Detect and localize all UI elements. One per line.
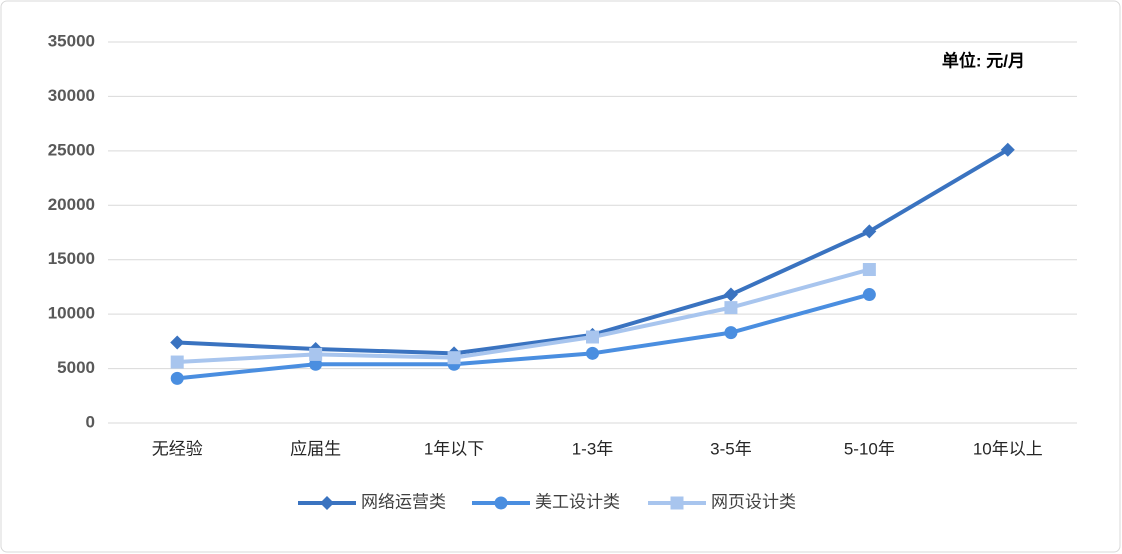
x-tick-label: 3-5年	[710, 439, 752, 458]
data-point	[586, 346, 599, 360]
data-point	[170, 371, 184, 385]
data-point	[170, 335, 185, 350]
data-point	[447, 351, 461, 365]
series-line	[177, 292, 870, 381]
data-point	[724, 326, 738, 340]
x-tick-label: 5-10年	[844, 439, 895, 458]
legend-label: 网页设计类	[711, 492, 796, 511]
x-tick-label: 1年以下	[424, 439, 484, 458]
legend-marker	[670, 496, 684, 510]
x-tick-label: 无经验	[152, 439, 203, 458]
data-point	[862, 263, 876, 277]
data-point	[309, 357, 323, 371]
x-tick-label: 1-3年	[572, 439, 614, 458]
y-tick-label: 10000	[48, 304, 95, 323]
series-line	[177, 267, 870, 365]
y-tick-label: 30000	[48, 86, 95, 105]
x-tick-label: 应届生	[290, 439, 341, 458]
y-tick-label: 35000	[48, 31, 95, 50]
legend-marker	[494, 496, 508, 510]
data-point	[586, 330, 599, 344]
legend-label: 网络运营类	[361, 492, 446, 511]
data-point	[862, 224, 877, 239]
data-point	[723, 287, 738, 302]
data-point	[170, 355, 184, 369]
y-tick-label: 15000	[48, 249, 95, 268]
y-tick-label: 20000	[48, 195, 95, 214]
legend-label: 美工设计类	[535, 492, 620, 511]
y-tick-label: 5000	[57, 358, 95, 377]
data-point	[1000, 142, 1015, 157]
unit-annotation: 单位: 元/月	[942, 50, 1025, 70]
data-point	[724, 301, 738, 315]
data-point	[309, 347, 323, 361]
data-point	[862, 288, 876, 302]
y-tick-label: 0	[86, 412, 95, 431]
y-tick-label: 25000	[48, 140, 95, 159]
legend-marker	[320, 496, 334, 510]
x-tick-label: 10年以上	[973, 439, 1043, 458]
